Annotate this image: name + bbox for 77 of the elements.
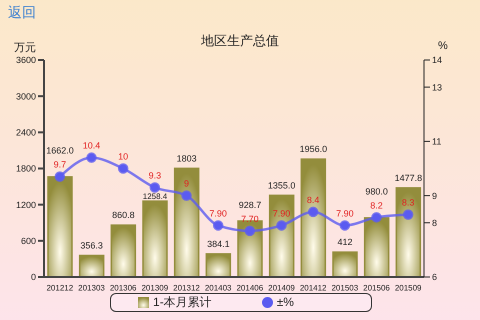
- bar: [174, 168, 200, 277]
- bar: [300, 158, 326, 277]
- data-label: 860.8: [112, 210, 135, 220]
- x-tick-label: 201509: [394, 284, 422, 293]
- y2-tick-label: 6: [432, 272, 438, 282]
- data-label: 8.2: [370, 200, 383, 210]
- bar: [110, 224, 136, 277]
- point: [150, 182, 160, 193]
- point: [54, 171, 66, 182]
- x-tick-label: 201412: [300, 284, 328, 293]
- data-label: 10.4: [82, 140, 100, 151]
- x-tick-label: 201212: [46, 284, 74, 293]
- y-tick-label: 0: [30, 272, 36, 282]
- point: [340, 220, 350, 231]
- point: [276, 220, 287, 231]
- data-label: 9.7: [54, 160, 66, 170]
- data-label: 1355.0: [268, 180, 296, 190]
- point: [402, 209, 414, 220]
- y-tick-label: 2400: [16, 128, 36, 138]
- y-axis-title: 万元: [14, 41, 36, 55]
- y-tick-label: 3600: [16, 55, 36, 66]
- x-tick-label: 201312: [173, 284, 200, 293]
- y-tick-label: 1200: [16, 200, 36, 210]
- y-tick-label: 3000: [16, 91, 36, 102]
- bar: [364, 217, 390, 277]
- x-tick-label: 201403: [204, 284, 232, 293]
- legend-label: ±%: [276, 295, 294, 309]
- x-tick-label: 201406: [236, 284, 264, 293]
- y-tick-label: 600: [20, 236, 36, 246]
- data-label: 9: [184, 178, 190, 189]
- bar: [47, 176, 73, 277]
- data-label: 412: [337, 237, 353, 248]
- data-label: 8.3: [402, 198, 414, 208]
- data-label: 10: [118, 152, 128, 162]
- y2-tick-label: 13: [432, 82, 442, 92]
- point: [118, 163, 128, 174]
- x-tick-label: 201409: [268, 284, 296, 293]
- x-tick-label: 201506: [363, 284, 390, 293]
- point: [86, 152, 97, 163]
- y-tick-label: 1800: [16, 164, 36, 174]
- x-tick-label: 201303: [78, 284, 106, 293]
- legend-label: 1-本月累计: [153, 295, 212, 309]
- data-label: 9.3: [148, 170, 162, 180]
- x-tick-label: 201306: [110, 284, 138, 293]
- point: [212, 220, 224, 231]
- point: [308, 206, 318, 218]
- data-label: 384.1: [207, 238, 230, 249]
- y2-tick-label: 9: [432, 190, 438, 201]
- data-label: 7.90: [336, 208, 354, 218]
- y2-axis-title: %: [438, 40, 448, 52]
- x-tick-label: 201503: [331, 284, 359, 293]
- y2-tick-label: 8: [432, 218, 438, 228]
- bar: [332, 251, 358, 277]
- data-label: 1956.0: [300, 144, 328, 154]
- bar: [268, 194, 294, 277]
- bar: [396, 187, 422, 277]
- bar: [206, 253, 232, 277]
- x-tick-label: 201309: [141, 284, 169, 293]
- data-label: 928.7: [238, 200, 262, 210]
- point: [371, 212, 382, 223]
- data-label: 8.4: [306, 194, 320, 205]
- y2-tick-label: 14: [432, 55, 442, 66]
- chart-title: 地区生产总值: [201, 33, 279, 48]
- bar: [78, 254, 104, 277]
- data-label: 1803: [176, 153, 197, 164]
- point: [181, 190, 192, 201]
- data-label: 980.0: [365, 186, 388, 196]
- data-label: 1662.0: [46, 146, 74, 156]
- text: 返回: [8, 4, 36, 20]
- data-label: 7.90: [209, 208, 227, 218]
- y2-tick-label: 11: [432, 136, 442, 147]
- point: [244, 226, 256, 236]
- data-label: 1258.4: [142, 192, 168, 202]
- data-label: 356.3: [80, 240, 103, 251]
- bar: [142, 200, 168, 277]
- data-label: 1477.8: [394, 172, 422, 183]
- data-label: 7.90: [272, 208, 290, 218]
